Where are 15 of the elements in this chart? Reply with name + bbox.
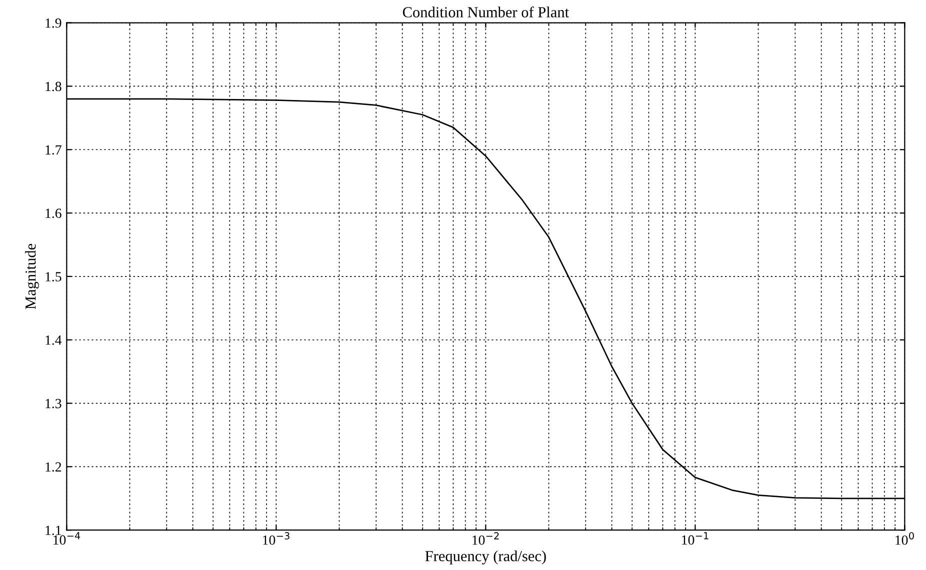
y-tick-label: 1.8 (46, 82, 62, 92)
y-tick-label: 1.6 (46, 208, 62, 218)
x-axis-title: Frequency (rad/sec) (425, 550, 546, 564)
y-tick-label: 1.4 (46, 336, 62, 345)
y-tick-label: 1.3 (46, 398, 62, 408)
chart-title: Condition Number of Plant (402, 6, 569, 18)
y-axis-title: Magnitude (24, 244, 39, 310)
x-tick-label: 10$^{−1}$ (682, 532, 708, 545)
y-tick-label: 1.7 (46, 145, 62, 155)
x-tick-label: 10$^{0}$ (896, 532, 914, 545)
y-tick-label: 1.2 (46, 462, 62, 472)
y-tick-label: 1.5 (46, 272, 62, 282)
y-tick-label: 1.9 (46, 18, 62, 28)
x-tick-label: 10$^{−2}$ (472, 532, 499, 545)
x-tick-label: 10$^{−3}$ (263, 532, 290, 545)
